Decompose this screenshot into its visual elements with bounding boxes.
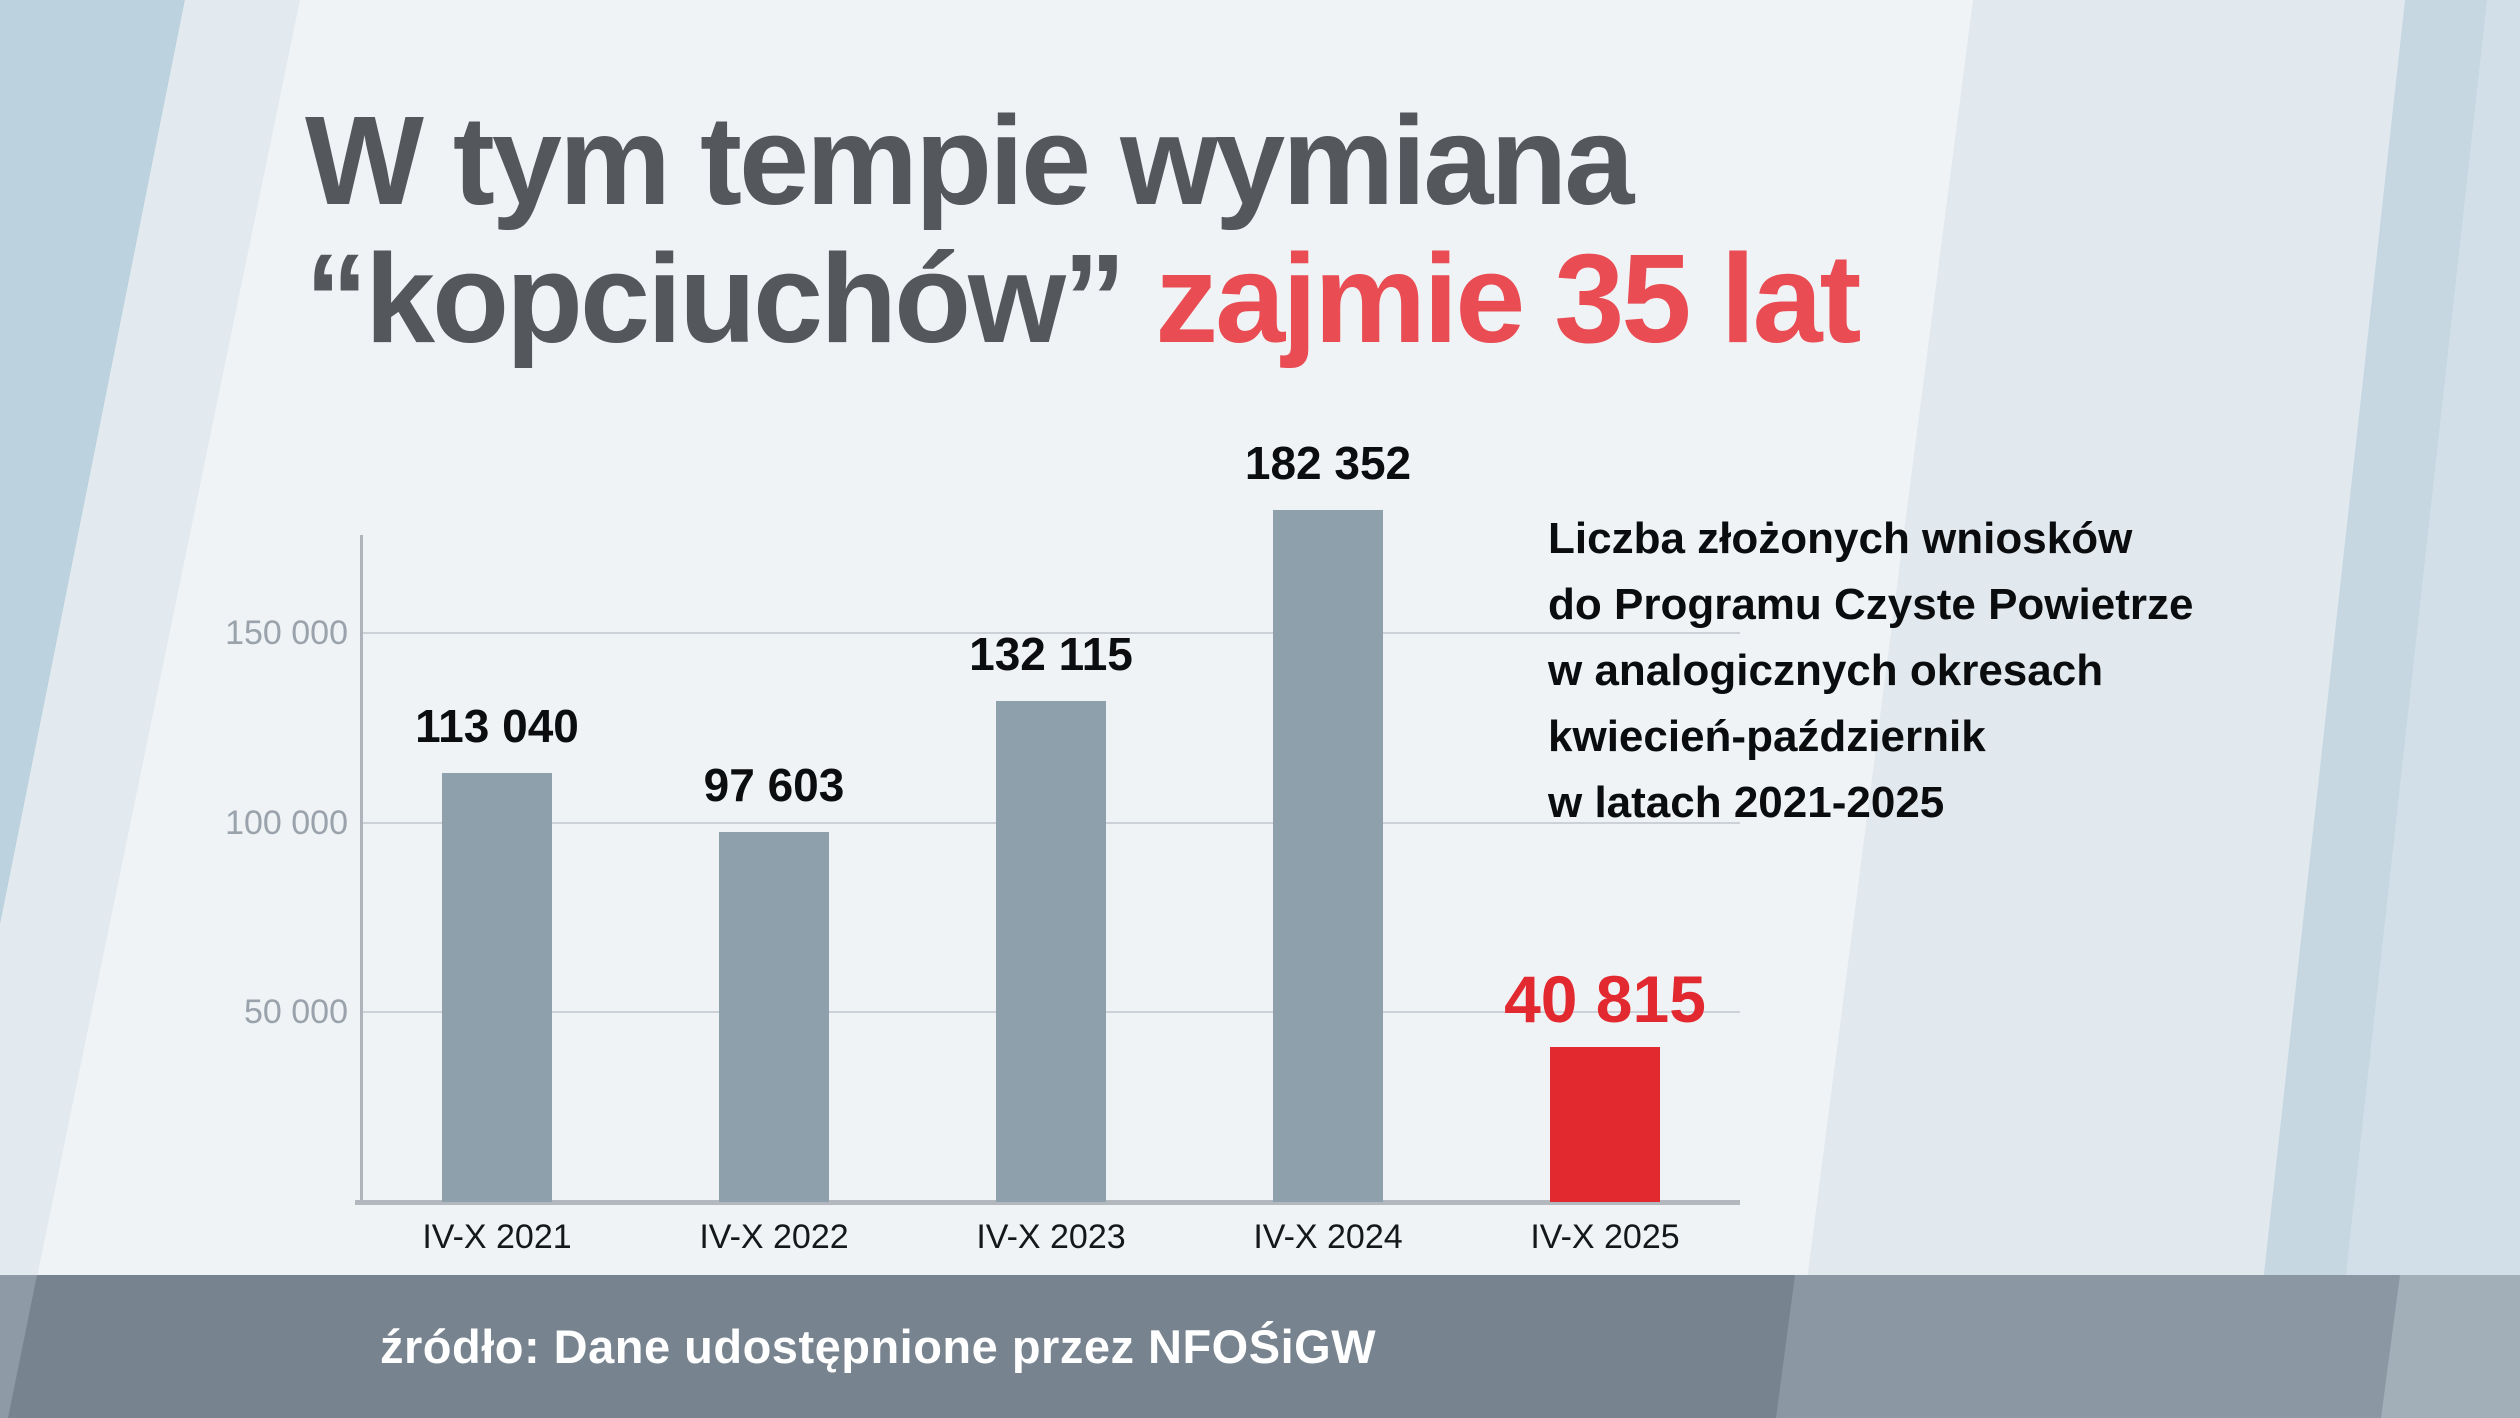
page-title-line2-red: zajmie 35 lat	[1155, 228, 1861, 369]
chart-description-line: kwiecień-październik	[1548, 712, 1986, 761]
x-axis-tick-label: IV-X 2023	[976, 1218, 1126, 1256]
page-title-line1: W tym tempie wymiana	[305, 90, 1634, 231]
bar-iv-x-2024	[1273, 510, 1383, 1202]
bar-value-label: 40 815	[1504, 962, 1706, 1036]
chart-description-line: w latach 2021-2025	[1548, 778, 1945, 827]
bar-value-label: 97 603	[703, 759, 845, 811]
page-title: W tym tempie wymiana “kopciuchów” zajmie…	[305, 90, 1861, 369]
chart-description-line: do Programu Czyste Powietrze	[1548, 580, 2194, 629]
chart-description: Liczba złożonych wniosków do Programu Cz…	[1548, 506, 2193, 836]
bar-iv-x-2021	[442, 773, 552, 1202]
y-axis-tick-label: 150 000	[225, 613, 348, 652]
x-axis-tick-label: IV-X 2022	[699, 1218, 849, 1256]
x-axis-line	[355, 1200, 1740, 1205]
y-axis-tick-label: 50 000	[244, 993, 348, 1032]
bar-value-label: 113 040	[415, 700, 579, 752]
x-axis-tick-label: IV-X 2021	[422, 1218, 572, 1256]
x-axis-tick-label: IV-X 2024	[1253, 1218, 1403, 1256]
y-axis-line	[360, 535, 363, 1204]
bar-iv-x-2023	[996, 701, 1106, 1202]
x-axis-tick-label: IV-X 2025	[1530, 1218, 1680, 1256]
chart-description-line: w analogicznych okresach	[1548, 646, 2104, 695]
y-gridline	[361, 631, 1740, 634]
bar-iv-x-2022	[719, 832, 829, 1202]
page-title-line2: “kopciuchów” zajmie 35 lat	[305, 228, 1861, 369]
bar-value-label: 132 115	[969, 628, 1133, 680]
y-axis-tick-label: 100 000	[225, 803, 348, 842]
bar-iv-x-2025	[1550, 1047, 1660, 1202]
chart-description-line: Liczba złożonych wniosków	[1548, 514, 2133, 563]
bar-value-label: 182 352	[1244, 437, 1412, 489]
source-attribution: źródło: Dane udostępnione przez NFOŚiGW	[380, 1320, 1377, 1373]
page-title-line2-dark: “kopciuchów”	[305, 228, 1156, 369]
